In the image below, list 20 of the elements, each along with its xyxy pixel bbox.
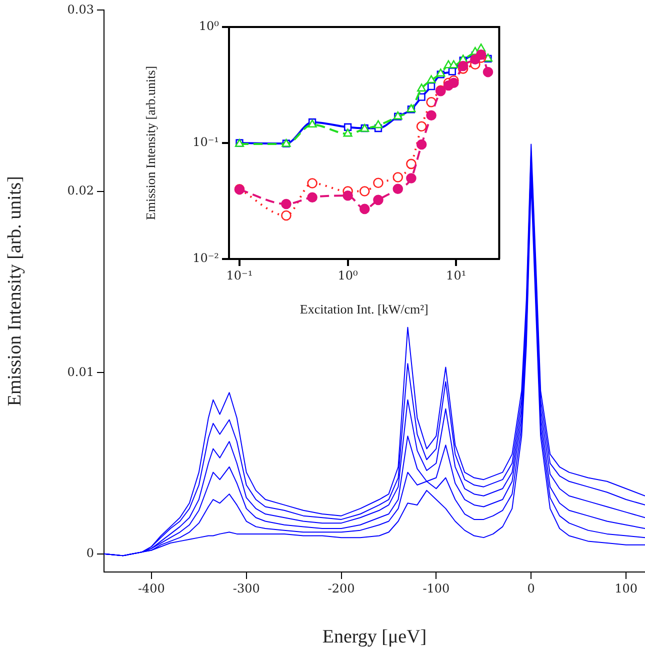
- x-axis-title: Energy [μeV]: [322, 626, 427, 648]
- x-tick-label: -200: [328, 581, 355, 596]
- x-tick-label: 0: [527, 581, 535, 596]
- x-tick-label: -100: [422, 581, 450, 596]
- x-tick-label: -400: [138, 581, 165, 596]
- x-tick-label: -300: [232, 581, 260, 596]
- x-tick-label: 100: [614, 581, 638, 596]
- y-tick-label: 0: [86, 546, 94, 560]
- y-tick-label: 0.03: [67, 2, 94, 16]
- y-tick-label: 0.02: [67, 184, 94, 198]
- y-tick-label: 10⁰: [198, 19, 220, 34]
- x-axis-title: Excitation Int. [kW/cm²]: [300, 302, 428, 317]
- x-tick-label: 10¹: [446, 268, 466, 282]
- y-axis-title: Emission Intensity [arb.units]: [143, 66, 158, 220]
- x-tick-label: 10⁰: [338, 268, 358, 282]
- y-axis-title: Emission Intensity [arb. units]: [4, 176, 26, 406]
- y-tick-label: 0.01: [67, 364, 94, 379]
- y-tick-label: 10⁻²: [192, 251, 220, 266]
- x-tick-label: 10⁻¹: [226, 268, 253, 282]
- y-tick-label: 10⁻¹: [192, 135, 219, 150]
